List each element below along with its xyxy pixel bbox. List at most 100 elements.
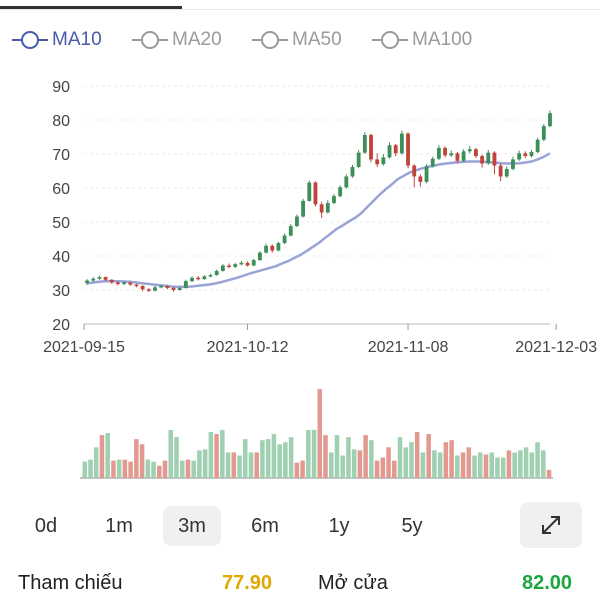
volume-bar <box>254 452 259 478</box>
volume-bar <box>420 452 426 478</box>
volume-bar <box>277 444 282 478</box>
volume-bar <box>363 435 368 478</box>
period-6m[interactable]: 6m <box>251 515 279 537</box>
volume-bar <box>99 435 105 478</box>
candle-body <box>436 147 441 159</box>
candle <box>116 281 120 286</box>
candle <box>362 132 367 154</box>
candle <box>430 156 435 168</box>
candle <box>418 174 423 187</box>
candle-body <box>449 153 454 156</box>
candle <box>245 261 250 267</box>
candle <box>122 281 127 286</box>
volume-bar <box>105 433 110 478</box>
volume-bar <box>535 442 540 478</box>
candle-body <box>486 152 491 164</box>
volume-bar <box>437 452 443 478</box>
candle-body <box>412 165 417 177</box>
y-tick-label: 70 <box>52 147 70 164</box>
candle-body <box>282 235 287 244</box>
volume-bar <box>111 460 116 478</box>
candle-body <box>109 279 114 283</box>
candle <box>498 163 503 182</box>
legend-item-ma100[interactable]: MA100 <box>370 22 472 58</box>
volume-bar <box>179 460 185 478</box>
period-0d[interactable]: 0d <box>34 515 58 537</box>
candle-body <box>85 280 89 284</box>
candle-body <box>344 176 349 188</box>
volume-bar <box>82 461 88 478</box>
volume-bar <box>449 440 454 478</box>
candle-body <box>399 133 404 154</box>
volume-bar <box>374 460 380 478</box>
legend-marker-icon <box>10 28 50 52</box>
candle <box>455 151 460 164</box>
volume-bar <box>414 432 420 478</box>
volume-bar <box>328 452 334 478</box>
candle-body <box>480 156 485 164</box>
candle <box>369 133 373 163</box>
price-reference-row: Tham chiếu 77.90 Mở cửa 82.00 <box>0 568 600 600</box>
candle-body <box>307 182 312 201</box>
candle-body <box>288 226 293 236</box>
candle <box>177 286 182 291</box>
candle-body <box>116 282 120 285</box>
candle <box>350 164 355 178</box>
period-1m[interactable]: 1m <box>105 515 133 537</box>
candle-body <box>183 281 188 288</box>
candle-body <box>387 145 392 158</box>
candle <box>134 283 139 288</box>
x-tick-label: 2021-10-12 <box>207 339 289 356</box>
volume-bar <box>288 437 294 478</box>
candle-body <box>227 265 231 268</box>
candle <box>220 264 225 272</box>
legend-item-ma10[interactable]: MA10 <box>10 22 102 58</box>
candle <box>171 286 176 292</box>
expand-button[interactable] <box>520 502 582 548</box>
ma-line-layer <box>86 152 551 289</box>
open-label: Mở cửa <box>318 572 388 594</box>
candle <box>146 287 151 293</box>
candle <box>183 279 188 289</box>
legend-item-ma20[interactable]: MA20 <box>130 22 222 58</box>
volume-bar <box>346 437 351 478</box>
candle-body <box>165 285 170 288</box>
candle <box>190 276 194 283</box>
volume-bar <box>168 429 174 478</box>
candle-body <box>529 151 534 157</box>
y-tick-label: 30 <box>52 283 70 300</box>
candle <box>511 156 515 171</box>
candle-body <box>140 285 145 290</box>
candle-body <box>443 147 447 156</box>
volume-bar <box>139 444 145 478</box>
candle <box>301 198 306 218</box>
candle-body <box>356 152 361 167</box>
period-5y[interactable]: 5y <box>401 515 423 537</box>
y-tick-label: 40 <box>52 249 70 266</box>
legend-marker-icon <box>250 28 290 52</box>
volume-bar <box>283 442 288 478</box>
volume-bar <box>466 447 472 478</box>
legend-item-ma50[interactable]: MA50 <box>250 22 342 58</box>
candle-body <box>177 287 182 290</box>
candle <box>233 262 238 268</box>
candle-body <box>208 275 213 277</box>
volume-bar <box>317 389 323 478</box>
volume-bar <box>518 450 523 478</box>
volume-bar <box>300 460 305 478</box>
volume-bar <box>265 439 271 478</box>
candle <box>264 243 268 254</box>
period-1y[interactable]: 1y <box>328 515 350 537</box>
volume-bar <box>208 432 214 478</box>
candle-body <box>461 151 466 161</box>
volume-bar <box>214 434 219 478</box>
candle <box>535 137 540 154</box>
candle <box>276 241 281 252</box>
candle-body <box>498 165 503 177</box>
period-3m[interactable]: 3m <box>163 506 221 546</box>
candle-body <box>97 277 102 279</box>
volume-bar <box>88 459 93 478</box>
volume-bar <box>386 447 391 478</box>
candle <box>393 143 398 157</box>
